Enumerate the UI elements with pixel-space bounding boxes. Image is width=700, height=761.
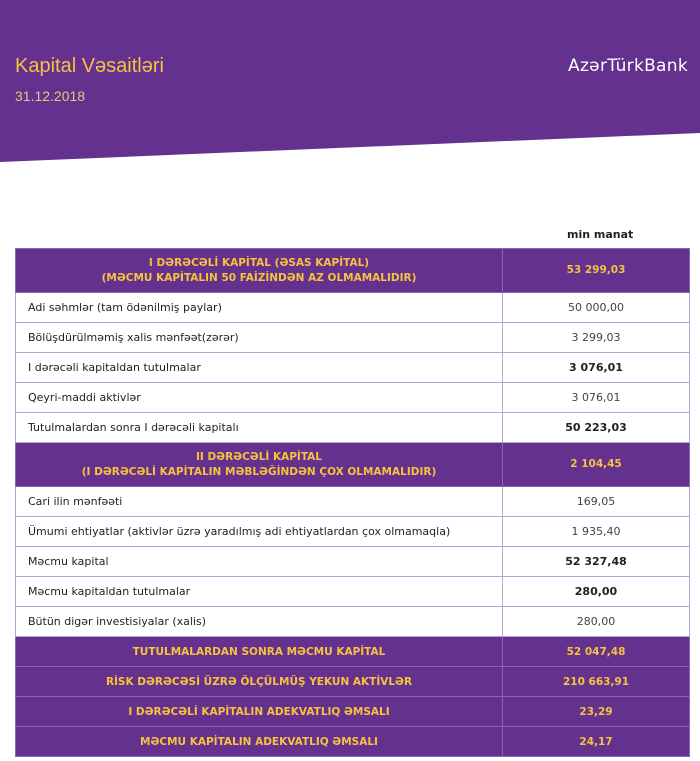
row-value: 1 935,40 xyxy=(502,516,690,547)
summary-label: TUTULMALARDAN SONRA MƏCMU KAPİTAL xyxy=(15,636,503,667)
row-value: 3 076,01 xyxy=(502,382,690,413)
section-subtitle: (I DƏRƏCƏLİ KAPİTALIN MƏBLƏĞİNDƏN ÇOX OL… xyxy=(81,465,437,478)
section-label: II DƏRƏCƏLİ KAPİTAL (I DƏRƏCƏLİ KAPİTALIN… xyxy=(15,442,503,487)
section-subtitle: (MƏCMU KAPİTALIN 50 FAİZİNDƏN AZ OLMAMAL… xyxy=(101,271,417,284)
row-label: Məcmu kapitaldan tutulmalar xyxy=(15,576,503,607)
summary-label: RİSK DƏRƏCƏSİ ÜZRƏ ÖLÇÜLMÜŞ YEKUN AKTİVL… xyxy=(15,666,503,697)
unit-label: min manat xyxy=(567,228,634,241)
bank-logo: AzərTürkBank xyxy=(568,56,688,76)
summary-label: MƏCMU KAPİTALIN ADEKVATLIQ ƏMSALI xyxy=(15,726,503,757)
summary-row: TUTULMALARDAN SONRA MƏCMU KAPİTAL 52 047,… xyxy=(15,636,690,667)
summary-row: I DƏRƏCƏLİ KAPİTALIN ADEKVATLIQ ƏMSALI 23… xyxy=(15,696,690,727)
page-title: Kapital Vəsaitləri xyxy=(15,55,164,77)
summary-value: 23,29 xyxy=(502,696,690,727)
table-row: Adi səhmlər (tam ödənilmiş paylar) 50 000… xyxy=(15,292,690,323)
row-label: Bölüşdürülməmiş xalis mənfəət(zərər) xyxy=(15,322,503,353)
table-row: Məcmu kapitaldan tutulmalar 280,00 xyxy=(15,576,690,607)
section-title: I DƏRƏCƏLİ KAPİTAL (ƏSAS KAPİTAL) xyxy=(148,256,370,269)
summary-row: RİSK DƏRƏCƏSİ ÜZRƏ ÖLÇÜLMÜŞ YEKUN AKTİVL… xyxy=(15,666,690,697)
row-value: 169,05 xyxy=(502,486,690,517)
row-value: 50 000,00 xyxy=(502,292,690,323)
row-label: Bütün digər investisiyalar (xalis) xyxy=(15,606,503,637)
section-value: 53 299,03 xyxy=(502,248,690,293)
row-value: 52 327,48 xyxy=(502,546,690,577)
row-value: 280,00 xyxy=(502,576,690,607)
table-row: Qeyri-maddi aktivlər 3 076,01 xyxy=(15,382,690,413)
report-date: 31.12.2018 xyxy=(15,88,86,104)
banner-shape xyxy=(0,0,700,162)
section-title: II DƏRƏCƏLİ KAPİTAL xyxy=(195,450,322,463)
table-header-row: II DƏRƏCƏLİ KAPİTAL (I DƏRƏCƏLİ KAPİTALIN… xyxy=(15,442,690,487)
summary-row: MƏCMU KAPİTALIN ADEKVATLIQ ƏMSALI 24,17 xyxy=(15,726,690,757)
section-label: I DƏRƏCƏLİ KAPİTAL (ƏSAS KAPİTAL) (MƏCMU … xyxy=(15,248,503,293)
table-row: Məcmu kapital 52 327,48 xyxy=(15,546,690,577)
summary-value: 24,17 xyxy=(502,726,690,757)
row-value: 3 299,03 xyxy=(502,322,690,353)
table-row: Tutulmalardan sonra I dərəcəli kapitalı 5… xyxy=(15,412,690,443)
summary-value: 210 663,91 xyxy=(502,666,690,697)
row-label: Qeyri-maddi aktivlər xyxy=(15,382,503,413)
capital-table: I DƏRƏCƏLİ KAPİTAL (ƏSAS KAPİTAL) (MƏCMU … xyxy=(15,248,690,757)
row-label: I dərəcəli kapitaldan tutulmalar xyxy=(15,352,503,383)
table-header-row: I DƏRƏCƏLİ KAPİTAL (ƏSAS KAPİTAL) (MƏCMU … xyxy=(15,248,690,293)
row-label: Ümumi ehtiyatlar (aktivlər üzrə yaradılm… xyxy=(15,516,503,547)
section-value: 2 104,45 xyxy=(502,442,690,487)
row-value: 50 223,03 xyxy=(502,412,690,443)
row-value: 3 076,01 xyxy=(502,352,690,383)
table-row: I dərəcəli kapitaldan tutulmalar 3 076,01 xyxy=(15,352,690,383)
table-row: Bütün digər investisiyalar (xalis) 280,00 xyxy=(15,606,690,637)
summary-label: I DƏRƏCƏLİ KAPİTALIN ADEKVATLIQ ƏMSALI xyxy=(15,696,503,727)
row-label: Tutulmalardan sonra I dərəcəli kapitalı xyxy=(15,412,503,443)
row-label: Cari ilin mənfəəti xyxy=(15,486,503,517)
header-banner: Kapital Vəsaitləri 31.12.2018 AzərTürkBa… xyxy=(0,0,700,165)
summary-value: 52 047,48 xyxy=(502,636,690,667)
row-label: Məcmu kapital xyxy=(15,546,503,577)
table-row: Cari ilin mənfəəti 169,05 xyxy=(15,486,690,517)
table-row: Ümumi ehtiyatlar (aktivlər üzrə yaradılm… xyxy=(15,516,690,547)
row-value: 280,00 xyxy=(502,606,690,637)
row-label: Adi səhmlər (tam ödənilmiş paylar) xyxy=(15,292,503,323)
table-row: Bölüşdürülməmiş xalis mənfəət(zərər) 3 29… xyxy=(15,322,690,353)
